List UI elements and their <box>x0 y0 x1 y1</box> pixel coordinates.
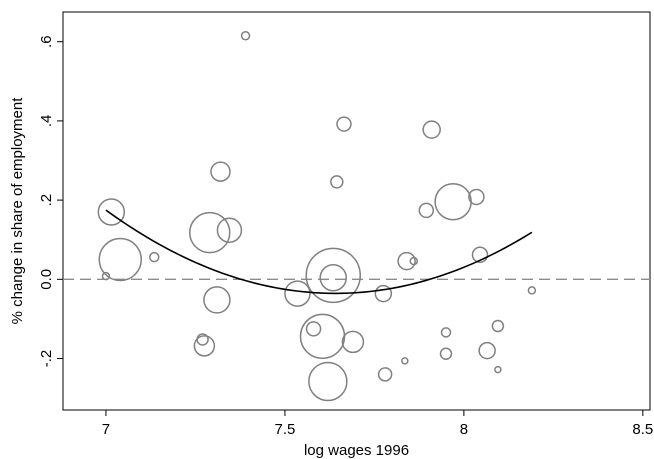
data-bubble <box>319 263 347 292</box>
data-bubble <box>305 247 361 304</box>
data-bubble <box>98 237 143 282</box>
x-tick-label: 7 <box>102 421 110 438</box>
data-bubble <box>440 327 452 338</box>
data-bubble <box>308 361 348 402</box>
y-tick-label: 0.0 <box>38 269 55 290</box>
data-bubble <box>284 280 311 307</box>
data-bubble <box>468 188 485 206</box>
data-bubble <box>409 256 419 266</box>
data-bubble <box>418 202 435 219</box>
data-bubble <box>210 161 231 182</box>
data-bubble <box>101 271 111 281</box>
fitted-curve <box>105 209 533 295</box>
data-bubble <box>193 335 216 357</box>
data-bubble <box>397 251 416 271</box>
data-bubble <box>434 182 472 221</box>
data-bubble <box>439 347 453 361</box>
data-bubble <box>336 116 352 132</box>
data-bubble <box>216 217 243 243</box>
data-bubble <box>305 321 322 337</box>
x-tick-label: 7.5 <box>274 421 295 438</box>
data-bubble <box>374 284 393 303</box>
y-tick-label: .6 <box>38 35 55 48</box>
x-tick-label: 8.5 <box>632 421 653 438</box>
data-bubble <box>341 330 365 354</box>
data-bubble <box>240 31 251 41</box>
data-bubble <box>377 367 393 382</box>
data-bubble <box>189 211 231 254</box>
y-axis: -.2 0.0 .2 .4 .6 <box>38 35 63 367</box>
data-bubble <box>330 175 344 189</box>
y-tick-label: .2 <box>38 194 55 207</box>
y-tick-label: -.2 <box>38 350 55 368</box>
data-bubble <box>149 251 160 263</box>
y-axis-label: % change in share of employment <box>9 97 26 325</box>
x-axis: 7 7.5 8 8.5 <box>102 410 653 438</box>
data-bubble <box>97 198 126 226</box>
x-axis-label: log wages 1996 <box>304 442 409 459</box>
data-bubble <box>494 365 502 374</box>
x-tick-label: 8 <box>460 421 468 438</box>
data-bubble <box>527 286 537 295</box>
bubbles-layer <box>97 31 537 402</box>
data-bubble <box>491 319 505 333</box>
data-bubble <box>299 313 346 360</box>
data-bubble <box>401 357 409 365</box>
plot-frame <box>62 11 651 411</box>
data-bubble <box>203 286 231 314</box>
y-tick-label: .4 <box>38 115 55 128</box>
data-bubble <box>478 341 496 360</box>
data-bubble <box>422 120 441 139</box>
data-bubble <box>471 246 489 264</box>
